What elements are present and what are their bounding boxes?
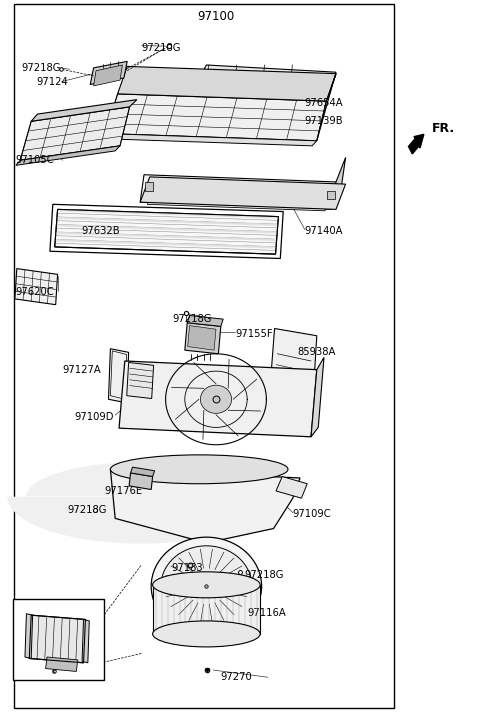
Polygon shape <box>20 107 130 160</box>
Bar <box>145 182 153 191</box>
Polygon shape <box>185 323 221 354</box>
Polygon shape <box>202 65 336 81</box>
Text: 97109C: 97109C <box>293 509 331 519</box>
Polygon shape <box>90 61 127 84</box>
Polygon shape <box>188 326 216 350</box>
Ellipse shape <box>201 386 231 413</box>
Text: 97100: 97100 <box>197 10 235 23</box>
Text: 97620C: 97620C <box>15 287 54 297</box>
Polygon shape <box>270 329 317 399</box>
Polygon shape <box>82 619 89 663</box>
Polygon shape <box>118 66 336 101</box>
Text: 97218G: 97218G <box>22 63 61 73</box>
Polygon shape <box>29 615 85 663</box>
Polygon shape <box>15 269 58 305</box>
Polygon shape <box>131 467 155 477</box>
Polygon shape <box>58 209 278 219</box>
Polygon shape <box>7 462 276 544</box>
Text: 97218G: 97218G <box>67 505 107 515</box>
Polygon shape <box>187 316 223 326</box>
Text: 97183: 97183 <box>172 563 204 573</box>
Ellipse shape <box>153 572 260 598</box>
Polygon shape <box>127 362 154 399</box>
Text: 97654A: 97654A <box>305 97 343 108</box>
Polygon shape <box>101 134 317 146</box>
Text: 97255T: 97255T <box>15 622 53 632</box>
Bar <box>327 191 335 199</box>
Polygon shape <box>108 349 129 403</box>
Polygon shape <box>119 361 317 437</box>
Ellipse shape <box>151 537 262 635</box>
Text: 85938A: 85938A <box>298 347 336 357</box>
Text: 97139B: 97139B <box>305 116 343 126</box>
Polygon shape <box>16 146 120 165</box>
Polygon shape <box>46 657 78 671</box>
Polygon shape <box>56 225 277 233</box>
Ellipse shape <box>110 455 288 484</box>
Polygon shape <box>129 473 153 490</box>
Polygon shape <box>317 74 336 141</box>
Text: 97105C: 97105C <box>15 155 54 165</box>
Text: 97270: 97270 <box>221 672 252 682</box>
Polygon shape <box>55 240 276 248</box>
Ellipse shape <box>161 546 252 627</box>
Bar <box>13 599 104 680</box>
Ellipse shape <box>194 575 218 597</box>
FancyArrow shape <box>408 134 424 154</box>
Text: 97218G: 97218G <box>245 570 284 580</box>
Polygon shape <box>140 177 346 209</box>
Text: 97140A: 97140A <box>305 226 343 236</box>
Text: 97218G: 97218G <box>142 43 181 53</box>
Polygon shape <box>276 477 307 498</box>
Ellipse shape <box>153 621 260 647</box>
Text: 97218G: 97218G <box>29 653 68 664</box>
Text: 97109D: 97109D <box>74 412 114 422</box>
Bar <box>14 4 394 708</box>
Polygon shape <box>25 614 33 658</box>
Polygon shape <box>94 65 122 86</box>
Text: 97632B: 97632B <box>82 226 120 236</box>
Polygon shape <box>153 585 260 634</box>
Polygon shape <box>31 100 137 121</box>
Polygon shape <box>110 469 300 543</box>
Polygon shape <box>106 94 326 141</box>
Polygon shape <box>311 357 324 437</box>
Polygon shape <box>140 175 336 209</box>
Text: 97124: 97124 <box>36 77 68 87</box>
Text: 97116A: 97116A <box>247 608 286 618</box>
Text: 97176E: 97176E <box>105 486 143 496</box>
Text: 97155F: 97155F <box>235 329 273 339</box>
Polygon shape <box>55 209 278 254</box>
Polygon shape <box>57 217 278 226</box>
Text: 97127A: 97127A <box>62 365 101 375</box>
Polygon shape <box>56 232 276 241</box>
Polygon shape <box>147 179 329 211</box>
Text: 97218G: 97218G <box>173 314 212 324</box>
Text: FR.: FR. <box>432 122 455 135</box>
Polygon shape <box>332 157 346 209</box>
